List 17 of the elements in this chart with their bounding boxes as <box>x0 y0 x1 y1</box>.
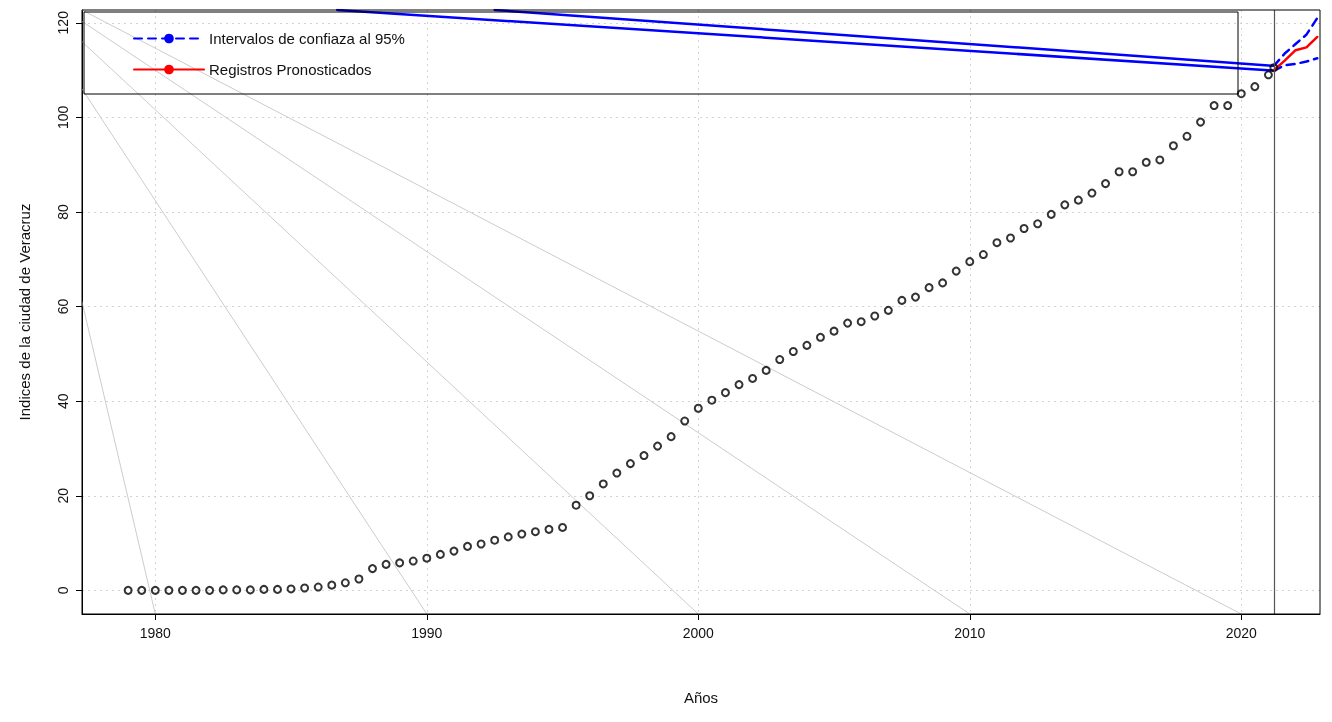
x-tick-label: 2000 <box>682 625 715 641</box>
x-tick-label: 1990 <box>411 625 443 641</box>
y-tick-label: 100 <box>55 105 71 130</box>
y-axis-title: Indices de la ciudad de Veracruz <box>16 203 33 421</box>
legend-label: Registros Pronosticados <box>209 61 372 78</box>
y-tick-label: 120 <box>55 10 71 35</box>
x-tick-label: 2020 <box>1225 625 1258 641</box>
y-tick-label: 0 <box>55 586 71 595</box>
x-axis-title: Años <box>683 689 719 706</box>
x-tick-label: 2010 <box>954 625 986 641</box>
y-tick-label: 80 <box>55 203 71 220</box>
y-tick-label: 20 <box>55 487 71 504</box>
y-tick-label: 40 <box>55 393 71 409</box>
x-tick-label: 1980 <box>139 625 172 641</box>
legend-label: Intervalos de confiaza al 95% <box>209 30 405 47</box>
line-series <box>1272 35 1319 72</box>
y-tick-label: 60 <box>55 298 71 315</box>
